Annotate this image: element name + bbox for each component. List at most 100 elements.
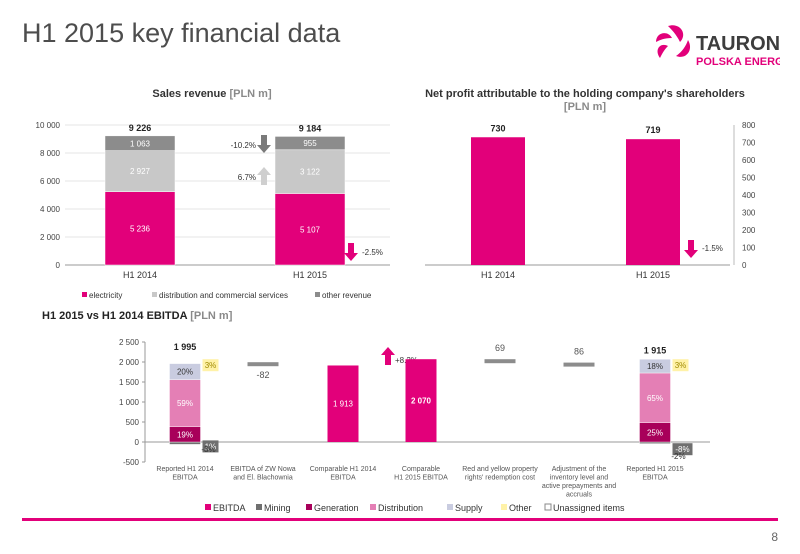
sales-y-tick: 8 000 — [40, 149, 61, 158]
sales-segment-label: 955 — [303, 139, 317, 148]
sales-chart-title: Sales revenue [PLN m] — [152, 88, 272, 100]
profit-value-label: 730 — [490, 123, 505, 133]
ebitda-legend-swatch — [544, 503, 552, 511]
sales-legend-swatch — [315, 292, 320, 297]
ebitda-x-tick: Comparable — [402, 466, 440, 473]
ebitda-share-label: 20% — [177, 368, 193, 377]
ebitda-title: H1 2015 vs H1 2014 EBITDA — [42, 310, 188, 322]
ebitda-inventory-bar — [563, 362, 595, 367]
ebitda-y-tick: 500 — [126, 418, 140, 427]
ebitda-y-tick: 0 — [135, 438, 140, 447]
sales-y-tick: 2 000 — [40, 233, 61, 242]
sales-bar-segment — [104, 135, 176, 151]
ebitda-share-label: 19% — [177, 430, 193, 439]
ebitda-2015-other-box — [672, 359, 689, 372]
ebitda-x-tick: EBITDA — [642, 475, 668, 482]
logo-icon — [656, 25, 691, 58]
sales-electricity-down-arrow — [344, 243, 358, 261]
ebitda-x-tick: and El. Blachownia — [233, 475, 293, 482]
sales-legend-label: electricity — [89, 291, 122, 300]
net-profit-chart: Net profit attributable to the holding c… — [425, 88, 756, 280]
ebitda-x-tick: rights' redemption cost — [465, 475, 535, 482]
sales-bar-segment — [274, 193, 346, 266]
ebitda-y-tick: -500 — [123, 458, 140, 467]
profit-y-tick: 100 — [742, 244, 756, 253]
profit-down-arrow-shape — [684, 240, 698, 258]
ebitda-x-tick: Red and yellow property — [462, 466, 538, 473]
ebitda-y-tick: 1 500 — [119, 378, 140, 387]
ebitda-legend-label: EBITDA — [213, 503, 246, 513]
ebitda-legend-swatch — [447, 504, 453, 510]
sales-y-tick: 0 — [56, 261, 61, 270]
profit-y-tick: 0 — [742, 261, 747, 270]
ebitda-x-tick: inventory level and — [550, 475, 608, 482]
ebitda-section-title: H1 2015 vs H1 2014 EBITDA [PLN m] — [42, 310, 232, 322]
ebitda-stack-segment — [169, 363, 201, 380]
profit-x-tick: H1 2014 — [481, 270, 515, 280]
ebitda-title-unit: [PLN m] — [190, 310, 233, 322]
profit-bar — [471, 137, 525, 265]
sales-y-tick: 10 000 — [36, 121, 61, 130]
ebitda-x-tick: Adjustment of the — [552, 466, 607, 473]
sales-bar-segment — [274, 149, 346, 194]
ebitda-legend-label: Mining — [264, 503, 291, 513]
sales-electricity-down-arrow-shape — [344, 243, 358, 261]
page-title: H1 2015 key financial data — [22, 18, 341, 48]
ebitda-unassigned-box — [202, 440, 219, 453]
ebitda-2015-mining-share: -2% — [671, 452, 685, 461]
profit-chart-title-unit: [PLN m] — [564, 101, 607, 113]
ebitda-legend-label: Supply — [455, 503, 483, 513]
ebitda-mining-share: -3% — [201, 445, 215, 454]
ebitda-x-tick: EBITDA of ZW Nowa — [230, 466, 295, 473]
ebitda-share-label: 25% — [647, 428, 663, 437]
ebitda-comparable-2015-label: 2 070 — [411, 397, 432, 406]
sales-segment-label: 5 107 — [300, 225, 321, 234]
sales-bar-segment — [274, 136, 346, 151]
sales-distribution-change: 6.7% — [238, 173, 256, 182]
ebitda-adjustment-bar — [247, 362, 279, 367]
ebitda-legend-swatch — [306, 504, 312, 510]
sales-other-down-arrow — [257, 135, 271, 153]
ebitda-legend-swatch — [370, 504, 376, 510]
ebitda-legend-swatch — [256, 504, 262, 510]
profit-y-tick: 300 — [742, 209, 756, 218]
sales-segment-label: 3 122 — [300, 168, 321, 177]
profit-x-tick: H1 2015 — [636, 270, 670, 280]
ebitda-property-rights-label: 69 — [495, 343, 505, 353]
ebitda-x-tick: active prepayments and — [542, 483, 616, 490]
ebitda-y-tick: 2 500 — [119, 338, 140, 347]
profit-y-tick: 500 — [742, 174, 756, 183]
sales-x-tick: H1 2015 — [293, 270, 327, 280]
tauron-logo: TAURON POLSKA ENERGIA — [656, 25, 780, 68]
ebitda-share-label: 59% — [177, 399, 193, 408]
ebitda-adjustment-label: -82 — [256, 370, 269, 380]
profit-y-tick: 700 — [742, 139, 756, 148]
ebitda-2015-other-share: 3% — [675, 361, 687, 370]
ebitda-comparable-2015-bar — [405, 359, 437, 442]
ebitda-x-tick: EBITDA — [172, 475, 198, 482]
ebitda-stack-segment — [639, 372, 671, 423]
profit-value-label: 719 — [645, 125, 660, 135]
ebitda-x-tick: H1 2015 EBITDA — [394, 475, 448, 482]
ebitda-share-label: 65% — [647, 394, 663, 403]
ebitda-x-tick: Comparable H1 2014 — [310, 466, 377, 473]
sales-total-label: 9 184 — [299, 123, 322, 133]
ebitda-stack-segment — [639, 441, 671, 444]
sales-legend-label: distribution and commercial services — [159, 291, 288, 300]
profit-bar — [626, 139, 680, 265]
ebitda-y-tick: 1 000 — [119, 398, 140, 407]
sales-distribution-up-arrow — [257, 167, 271, 185]
footer-divider — [22, 518, 778, 521]
sales-other-down-arrow-shape — [257, 135, 271, 153]
ebitda-inventory-label: 86 — [574, 347, 584, 357]
logo-name: TAURON — [696, 33, 780, 55]
ebitda-increase-arrow-shape — [381, 347, 395, 365]
ebitda-property-rights-bar — [484, 359, 516, 364]
profit-change: -1.5% — [702, 244, 723, 253]
profit-y-tick: 400 — [742, 191, 756, 200]
ebitda-share-label: 18% — [647, 362, 663, 371]
sales-revenue-chart: Sales revenue [PLN m] 0 2 000 4 000 6 000 8 0… — [36, 88, 390, 300]
ebitda-x-tick: Reported H1 2014 — [156, 466, 213, 473]
ebitda-legend-label: Unassigned items — [553, 503, 625, 513]
sales-distribution-up-arrow-shape — [257, 167, 271, 185]
